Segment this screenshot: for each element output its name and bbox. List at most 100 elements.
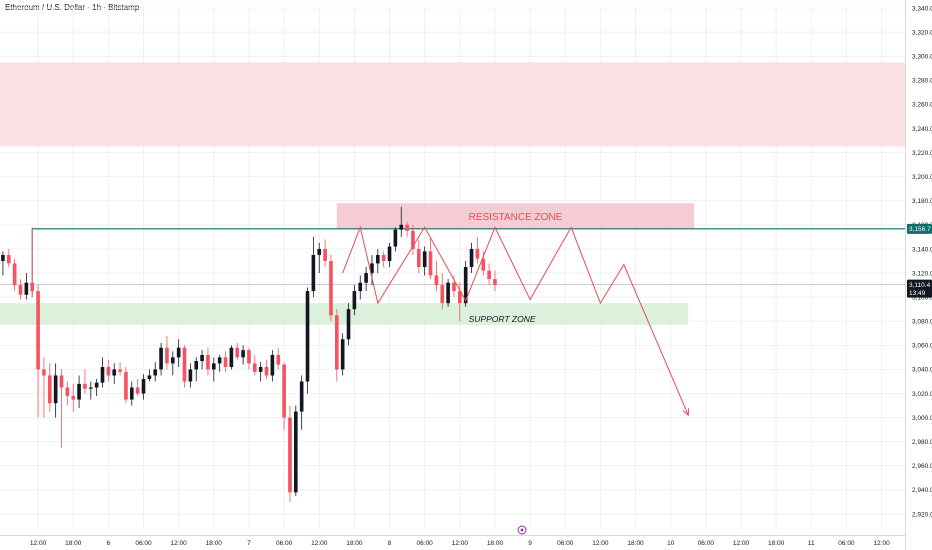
candle[interactable] (282, 362, 286, 430)
candle[interactable] (288, 405, 292, 502)
candle[interactable] (463, 261, 468, 307)
candle[interactable] (311, 236, 316, 298)
candle[interactable] (411, 224, 415, 255)
event-marker-icon[interactable] (517, 525, 527, 535)
candle[interactable] (428, 236, 433, 280)
candle[interactable] (352, 285, 357, 316)
candle[interactable] (346, 303, 351, 346)
candle[interactable] (141, 374, 146, 400)
candle[interactable] (434, 261, 439, 292)
candle[interactable] (452, 275, 456, 298)
candle[interactable] (252, 354, 257, 376)
x-tick-label: 10 (667, 540, 675, 547)
candle[interactable] (159, 342, 163, 376)
candle[interactable] (405, 222, 409, 237)
candle[interactable] (83, 369, 87, 394)
candle[interactable] (387, 242, 392, 268)
candle[interactable] (59, 369, 64, 448)
candle[interactable] (487, 263, 491, 286)
x-tick-label: 12:00 (873, 540, 890, 547)
candle[interactable] (223, 351, 228, 372)
candle[interactable] (206, 347, 210, 376)
candle[interactable] (247, 347, 251, 370)
candle[interactable] (264, 359, 269, 380)
candle-body (370, 263, 374, 274)
candle[interactable] (6, 248, 11, 268)
candle[interactable] (440, 273, 445, 310)
candle[interactable] (323, 239, 327, 268)
candle-body (124, 371, 128, 400)
candle[interactable] (469, 242, 474, 274)
candle[interactable] (24, 273, 29, 300)
candle[interactable] (170, 351, 175, 376)
candle-body (469, 248, 474, 268)
candle[interactable] (176, 339, 181, 368)
candle[interactable] (364, 267, 368, 292)
candle[interactable] (375, 248, 380, 274)
candle-body (88, 387, 93, 389)
candle[interactable] (36, 285, 40, 418)
candle-body (176, 347, 181, 358)
candle[interactable] (42, 357, 46, 418)
candle[interactable] (30, 227, 35, 298)
candle[interactable] (217, 354, 222, 372)
candle[interactable] (135, 379, 140, 396)
candle[interactable] (118, 362, 122, 376)
candle[interactable] (446, 279, 450, 307)
candle[interactable] (399, 206, 404, 237)
candle[interactable] (53, 363, 58, 418)
candle[interactable] (270, 350, 275, 382)
candle[interactable] (276, 347, 281, 370)
candle-body (182, 347, 187, 382)
candle[interactable] (235, 342, 240, 360)
candle[interactable] (77, 375, 81, 408)
candle[interactable] (422, 246, 427, 276)
candle[interactable] (334, 309, 339, 382)
candle[interactable] (188, 363, 193, 388)
candle[interactable] (65, 381, 70, 406)
candle[interactable] (47, 363, 52, 412)
candle[interactable] (18, 279, 23, 300)
candle[interactable] (329, 254, 333, 322)
candle[interactable] (182, 345, 187, 388)
candle[interactable] (458, 282, 462, 322)
y-tick-label: 3,220.0 (912, 150, 932, 157)
support-zone-label: SUPPORT ZONE (469, 314, 536, 324)
candle[interactable] (106, 359, 111, 382)
candle[interactable] (194, 357, 199, 382)
candle[interactable] (305, 287, 310, 394)
candle[interactable] (88, 381, 93, 400)
candle[interactable] (124, 367, 128, 404)
candle[interactable] (153, 362, 158, 382)
candle[interactable] (493, 270, 497, 292)
candle[interactable] (100, 357, 105, 388)
candle[interactable] (417, 239, 421, 274)
candle[interactable] (165, 335, 169, 370)
candle[interactable] (12, 258, 17, 292)
candle[interactable] (258, 362, 263, 382)
candle[interactable] (475, 236, 480, 264)
candle[interactable] (200, 350, 204, 370)
candle[interactable] (299, 375, 304, 430)
candle[interactable] (147, 369, 152, 382)
candle-body (24, 282, 29, 295)
candle[interactable] (129, 381, 134, 406)
candle[interactable] (241, 345, 245, 365)
candle[interactable] (112, 363, 117, 384)
candle[interactable] (340, 333, 345, 376)
candle-body (463, 267, 468, 304)
candle[interactable] (358, 275, 363, 300)
candle[interactable] (94, 379, 99, 396)
candle[interactable] (370, 254, 374, 286)
candle[interactable] (71, 383, 76, 412)
candle[interactable] (1, 251, 5, 276)
candle[interactable] (381, 251, 386, 268)
candle[interactable] (393, 227, 398, 252)
candle[interactable] (481, 251, 486, 276)
candle[interactable] (293, 405, 298, 496)
candle[interactable] (211, 357, 216, 382)
candle-body (94, 382, 99, 388)
candle[interactable] (317, 242, 322, 274)
candle[interactable] (229, 345, 234, 370)
